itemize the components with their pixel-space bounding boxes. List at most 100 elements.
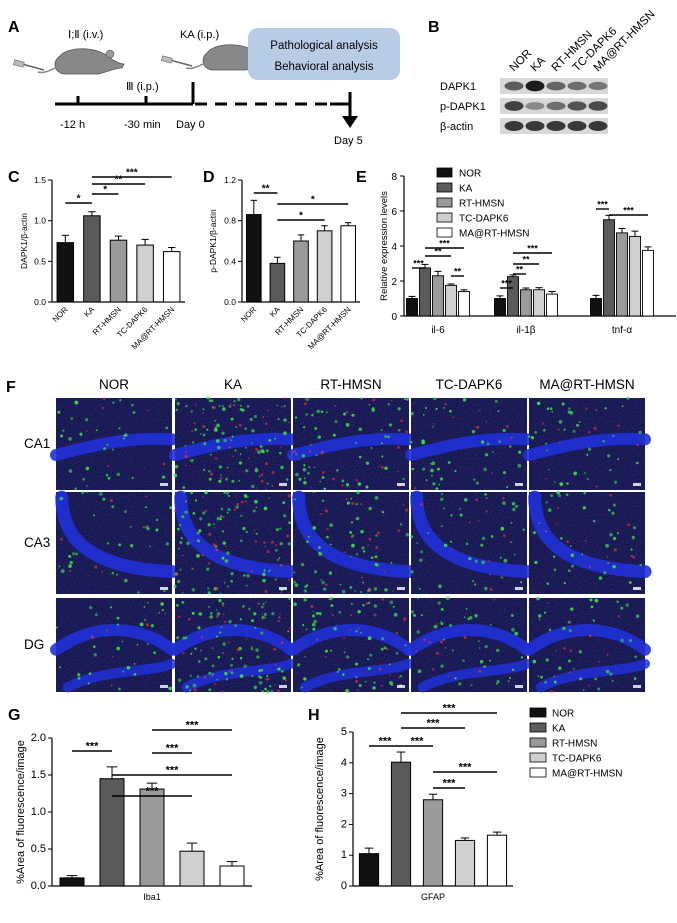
red-cell: [320, 450, 324, 455]
red-cell: [402, 504, 405, 506]
green-cell: [440, 497, 444, 502]
green-cell: [288, 598, 291, 600]
red-cell: [231, 669, 233, 671]
green-cell: [111, 571, 115, 575]
green-cell: [277, 418, 280, 421]
sig-label: ***: [126, 168, 138, 179]
green-cell: [303, 598, 308, 602]
red-cell: [191, 567, 193, 570]
red-cell: [606, 556, 608, 558]
green-cell: [632, 526, 637, 530]
green-cell: [199, 649, 202, 652]
green-cell: [620, 606, 624, 610]
bar: [340, 225, 357, 303]
green-cell: [503, 471, 506, 474]
green-cell: [368, 404, 371, 406]
green-cell: [370, 446, 373, 450]
green-cell: [341, 589, 346, 594]
red-cell: [110, 684, 113, 687]
microscopy-panel: [287, 596, 415, 693]
y-tick-label: 0.0: [31, 880, 46, 892]
red-cell: [203, 675, 207, 679]
green-cell: [583, 491, 587, 495]
green-cell: [307, 535, 310, 538]
green-cell: [194, 428, 197, 431]
red-cell: [238, 423, 242, 427]
green-cell: [612, 564, 616, 569]
green-cell: [416, 542, 419, 545]
green-cell: [519, 581, 523, 584]
red-cell: [248, 457, 250, 460]
green-cell: [266, 690, 270, 694]
green-cell: [609, 469, 612, 472]
green-cell: [350, 555, 352, 558]
green-cell: [573, 471, 578, 476]
legend-label: RT-HMSN: [552, 739, 597, 750]
green-cell: [251, 619, 254, 623]
red-cell: [279, 592, 282, 595]
green-cell: [283, 431, 287, 436]
green-cell: [263, 506, 268, 511]
green-cell: [227, 494, 230, 497]
green-cell: [269, 569, 272, 571]
green-cell: [374, 495, 379, 500]
green-cell: [474, 559, 478, 563]
green-cell: [349, 585, 353, 589]
green-cell: [198, 660, 201, 663]
green-cell: [118, 543, 122, 547]
green-cell: [562, 626, 566, 630]
sig-label: *: [299, 211, 303, 222]
red-cell: [349, 614, 352, 617]
red-cell: [224, 545, 227, 548]
green-cell: [449, 624, 452, 627]
green-cell: [317, 612, 320, 615]
red-cell: [348, 690, 351, 693]
green-cell: [219, 592, 222, 595]
green-cell: [248, 607, 251, 611]
x-tick-label: KA: [82, 305, 96, 319]
green-cell: [202, 433, 206, 437]
red-cell: [271, 484, 274, 487]
green-cell: [230, 671, 234, 675]
time-label-1: -12 h: [60, 119, 85, 131]
green-cell: [313, 619, 317, 624]
green-cell: [220, 507, 224, 511]
y-tick-label: 0: [341, 880, 347, 892]
analysis-line-2: Behavioral analysis: [274, 61, 373, 73]
green-cell: [486, 442, 490, 446]
green-cell: [635, 461, 639, 465]
red-cell: [250, 569, 253, 573]
green-cell: [275, 528, 279, 532]
red-cell: [396, 445, 400, 449]
red-cell: [378, 465, 381, 468]
green-cell: [305, 397, 310, 402]
green-cell: [567, 620, 571, 624]
bar: [422, 799, 444, 887]
red-cell: [485, 510, 488, 513]
green-cell: [543, 611, 547, 614]
green-cell: [176, 604, 179, 607]
green-cell: [334, 420, 338, 424]
green-cell: [341, 479, 345, 483]
green-cell: [255, 467, 258, 470]
green-cell: [197, 626, 201, 630]
sig-label: *: [77, 194, 81, 205]
green-cell: [397, 428, 401, 432]
red-cell: [274, 683, 277, 686]
red-cell: [214, 526, 216, 529]
legend-label: NOR: [552, 709, 574, 720]
green-cell: [355, 441, 358, 444]
green-cell: [403, 397, 407, 400]
y-tick-label: 0.4: [224, 256, 236, 266]
red-cell: [510, 436, 513, 439]
green-cell: [260, 668, 264, 672]
green-cell: [621, 405, 624, 408]
nuclei-band: [287, 623, 415, 656]
scale-bar: [397, 483, 405, 486]
red-cell: [356, 689, 359, 692]
green-cell: [116, 573, 118, 576]
nuclei-band: [405, 623, 533, 656]
red-cell: [606, 653, 609, 656]
green-cell: [468, 557, 472, 561]
